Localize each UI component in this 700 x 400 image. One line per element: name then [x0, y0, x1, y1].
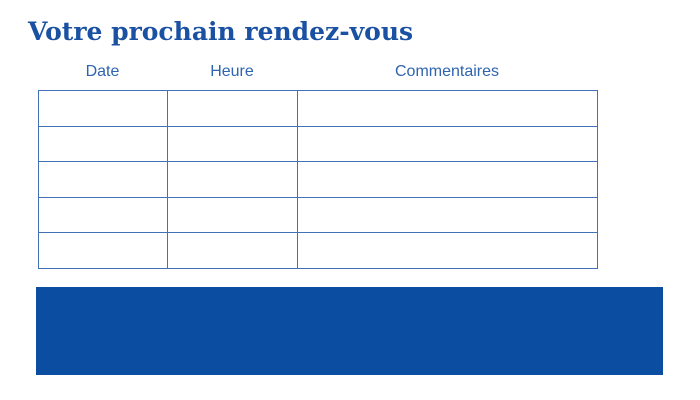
table-cell — [38, 196, 168, 234]
table-row — [38, 125, 598, 163]
table-cell — [38, 232, 168, 269]
table-cell — [297, 161, 598, 198]
table-row — [38, 90, 598, 127]
table-cell — [297, 125, 598, 163]
table-cell — [38, 90, 168, 127]
table-row — [38, 196, 598, 234]
footer-banner — [36, 287, 663, 375]
table-cell — [297, 232, 598, 269]
appointments-table — [38, 90, 598, 269]
column-header-date: Date — [85, 63, 120, 80]
table-cell — [167, 161, 298, 198]
table-row — [38, 161, 598, 198]
table-cell — [297, 196, 598, 234]
appointments-table-body — [38, 90, 598, 269]
table-cell — [167, 196, 298, 234]
table-cell — [167, 232, 298, 269]
table-cell — [167, 90, 298, 127]
column-header-heure: Heure — [210, 63, 254, 80]
table-column-headers: Date Heure Commentaires — [38, 62, 597, 82]
table-cell — [167, 125, 298, 163]
column-header-commentaires: Commentaires — [394, 63, 500, 80]
page-title: Votre prochain rendez-vous — [28, 17, 414, 46]
table-cell — [297, 90, 598, 127]
table-cell — [38, 161, 168, 198]
table-cell — [38, 125, 168, 163]
table-row — [38, 232, 598, 269]
